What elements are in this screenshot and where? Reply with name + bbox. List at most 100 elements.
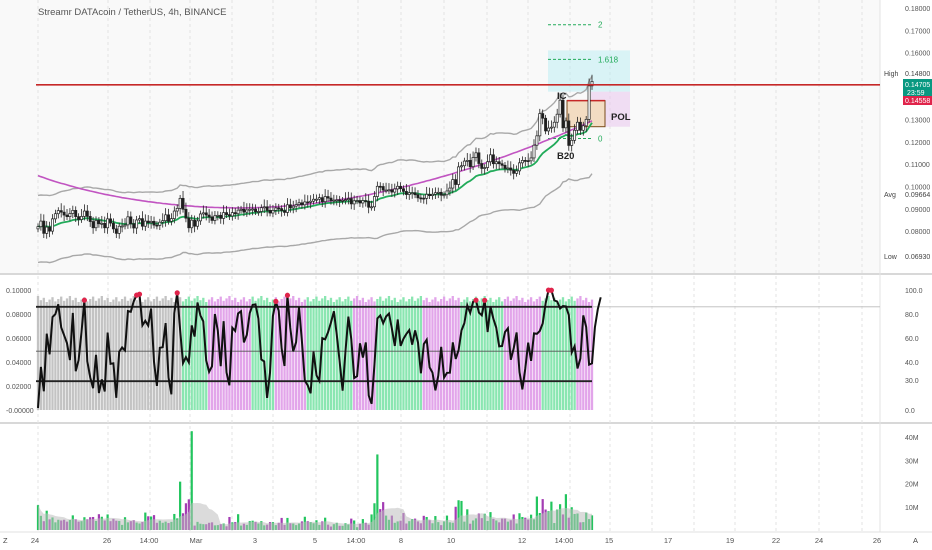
candle[interactable] [114, 224, 118, 239]
candle[interactable] [285, 198, 289, 217]
candle[interactable] [465, 153, 469, 167]
candle[interactable] [68, 208, 72, 221]
candle[interactable] [227, 208, 231, 220]
candle[interactable] [520, 156, 524, 168]
candle[interactable] [53, 209, 57, 223]
candle[interactable] [549, 120, 553, 133]
candle[interactable] [378, 182, 382, 192]
candle[interactable] [239, 205, 243, 214]
candle[interactable] [425, 186, 429, 205]
candle[interactable] [416, 190, 420, 202]
candle[interactable] [82, 204, 86, 221]
candle[interactable] [135, 215, 139, 235]
candle[interactable] [404, 184, 408, 200]
candle[interactable] [59, 203, 63, 218]
candle[interactable] [474, 147, 478, 162]
candle[interactable] [123, 218, 127, 230]
candle[interactable] [207, 209, 211, 223]
candle[interactable] [181, 190, 185, 213]
candle[interactable] [433, 187, 437, 199]
candle[interactable] [62, 205, 66, 222]
candle[interactable] [91, 216, 95, 234]
candle[interactable] [187, 212, 191, 233]
candle[interactable] [547, 120, 550, 135]
candle[interactable] [94, 216, 98, 232]
candle[interactable] [193, 215, 197, 233]
candle[interactable] [503, 161, 507, 173]
candle[interactable] [48, 221, 52, 238]
candle[interactable] [407, 186, 411, 200]
candle[interactable] [71, 205, 75, 219]
last-price-box[interactable] [903, 79, 932, 97]
candle[interactable] [140, 211, 144, 231]
price-pane[interactable] [0, 0, 880, 273]
candle[interactable] [320, 194, 324, 208]
candle[interactable] [309, 195, 313, 209]
candle[interactable] [80, 209, 83, 223]
candle[interactable] [146, 215, 150, 229]
candle[interactable] [216, 211, 220, 221]
candle[interactable] [56, 207, 60, 219]
candle[interactable] [462, 157, 466, 171]
candle[interactable] [332, 194, 336, 206]
candle[interactable] [36, 223, 40, 233]
candle[interactable] [544, 114, 548, 135]
candle[interactable] [45, 221, 49, 239]
candle[interactable] [210, 211, 214, 224]
candle[interactable] [175, 204, 179, 217]
candle[interactable] [236, 206, 240, 220]
candle[interactable] [291, 200, 295, 214]
candle[interactable] [526, 153, 530, 167]
candle[interactable] [367, 194, 371, 214]
candle[interactable] [152, 216, 156, 229]
candle[interactable] [184, 202, 188, 223]
candle[interactable] [364, 193, 368, 207]
candle[interactable] [346, 191, 350, 205]
candle[interactable] [483, 164, 487, 175]
candle[interactable] [230, 207, 234, 221]
candle[interactable] [373, 191, 376, 211]
candle[interactable] [138, 215, 141, 224]
candle[interactable] [468, 153, 472, 173]
candle[interactable] [393, 183, 397, 198]
candle[interactable] [581, 121, 585, 136]
price-axis[interactable] [880, 0, 932, 273]
candle[interactable] [225, 205, 228, 218]
candle[interactable] [390, 183, 394, 197]
candle[interactable] [448, 181, 452, 196]
candle[interactable] [251, 203, 255, 216]
candle[interactable] [402, 185, 405, 196]
candles[interactable] [36, 74, 594, 239]
candle[interactable] [535, 130, 539, 150]
candle[interactable] [248, 203, 252, 216]
candle[interactable] [196, 216, 199, 230]
candle[interactable] [155, 221, 159, 230]
candle[interactable] [280, 205, 284, 217]
candle[interactable] [518, 158, 521, 175]
candle[interactable] [132, 219, 136, 234]
candle[interactable] [555, 108, 559, 129]
candle[interactable] [349, 192, 353, 210]
candle[interactable] [106, 212, 110, 234]
candle[interactable] [222, 205, 226, 225]
candle[interactable] [587, 78, 591, 123]
candle[interactable] [410, 186, 414, 199]
candle[interactable] [164, 208, 168, 227]
candle[interactable] [558, 95, 562, 118]
candle[interactable] [352, 195, 356, 210]
candle[interactable] [201, 205, 205, 219]
candle[interactable] [454, 174, 458, 191]
candle[interactable] [431, 188, 434, 200]
candle[interactable] [103, 216, 107, 234]
candle[interactable] [523, 157, 527, 166]
candle[interactable] [259, 204, 263, 217]
candle[interactable] [268, 204, 272, 217]
candle[interactable] [317, 193, 321, 204]
symbol-title[interactable]: Streamr DATAcoin / TetherUS, 4h, BINANCE [38, 7, 226, 18]
candle[interactable] [303, 194, 307, 210]
candle[interactable] [314, 194, 318, 204]
candle[interactable] [329, 192, 333, 205]
candle[interactable] [457, 162, 461, 188]
candle[interactable] [578, 117, 582, 135]
